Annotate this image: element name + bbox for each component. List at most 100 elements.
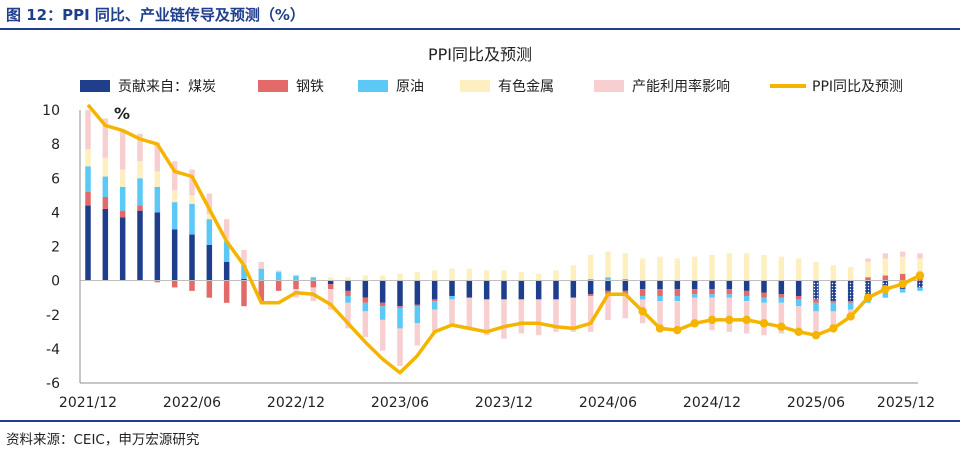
bar-metal [171,190,178,203]
source-note: 资料来源：CEIC，申万宏源研究 [6,432,200,448]
ppi-point-marker [638,307,647,316]
bar-metal [778,256,785,281]
bar-capacity [414,323,421,346]
bar-oil [917,287,923,291]
bar-coal-forecast-pattern [865,280,871,298]
bar-metal [726,253,733,281]
bar-metal [709,255,715,281]
x-tick-label: 2025/06 [787,395,845,411]
x-tick-label: 2023/06 [371,395,429,411]
bar-capacity [761,302,767,336]
x-tick-label: 2021/12 [59,395,117,411]
bar-oil [431,301,438,310]
bar-oil [674,295,681,302]
bar-coal [119,217,126,281]
legend-label-metal: 有色金属 [498,78,554,95]
bar-steel [293,280,299,290]
bar-capacity [362,311,369,337]
bar-steel [899,273,906,281]
legend-swatch-metal [460,80,490,92]
bar-metal [414,272,421,281]
bar-capacity [865,258,871,262]
y-tick-label: -2 [46,308,60,324]
bar-capacity [379,319,386,351]
legend-label-steel: 钢铁 [296,79,324,95]
x-tick-label: 2025/12 [877,395,935,411]
bar-steel [189,280,195,291]
bar-capacity [327,289,334,310]
bar-metal [102,157,109,177]
bar-metal [830,265,837,281]
bar-coal-forecast-pattern [813,280,819,300]
bar-coal [674,280,681,290]
bar-oil [899,289,906,293]
bar-oil [882,292,889,298]
x-tick-label: 2022/12 [267,395,325,411]
bar-metal [657,256,663,281]
bar-steel [674,289,681,296]
bar-capacity [917,253,923,259]
bar-coal [587,280,594,295]
bar-metal [362,275,369,281]
bar-coal [85,205,91,281]
ppi-point-marker [881,284,890,294]
bar-oil [830,302,837,312]
bar-steel [137,205,143,211]
bar-coal [709,280,715,290]
bar-steel [414,304,421,307]
bar-capacity [189,169,195,196]
bar-metal [847,266,854,281]
y-tick-label: 0 [51,274,60,290]
bar-steel [362,297,369,303]
bar-coal [605,280,611,291]
bar-steel [85,191,91,206]
bar-metal [605,251,611,278]
bar-oil [275,272,282,281]
ppi-point-marker [794,327,803,337]
chart-title: PPI同比及预测 [428,45,532,64]
legend-label-capacity: 产能利用率影响 [632,78,730,95]
bar-capacity [882,253,889,259]
bar-oil [414,306,421,324]
bar-metal [587,255,594,279]
bar-oil [154,186,161,213]
bar-steel [587,294,594,296]
bar-metal [795,258,802,281]
bar-steel [223,280,230,303]
bar-capacity [154,142,161,172]
bar-oil [709,294,715,298]
bar-capacity [206,193,213,215]
legend-swatch-coal [80,80,110,92]
bar-coal [154,212,161,281]
ppi-point-marker [898,279,907,289]
bar-oil [605,277,611,281]
bar-oil [189,203,195,235]
y-tick-label: 6 [51,171,60,187]
ppi-point-marker [811,331,821,340]
bar-oil [206,219,213,245]
bar-coal [570,280,577,298]
bar-metal [501,270,507,281]
bar-metal [813,261,819,281]
y-tick-label: 10 [42,103,60,119]
bar-capacity [778,302,785,334]
bar-capacity [137,133,143,162]
bar-oil [743,295,750,302]
bar-steel [743,290,750,296]
bar-coal [431,280,438,300]
bar-coal [102,208,109,281]
bar-oil [847,302,854,310]
bar-capacity [674,301,681,331]
bar-coal [795,280,802,296]
bar-steel [327,284,334,290]
x-tick-label: 2023/12 [475,395,533,411]
bar-metal [674,258,681,281]
ppi-point-marker [673,325,682,335]
bar-metal [466,268,473,281]
bar-steel [275,280,282,291]
x-tick-label: 2024/06 [579,395,637,411]
bar-steel [657,289,663,296]
bar-oil [171,202,178,230]
bar-metal [899,256,906,274]
ppi-point-marker [915,271,925,280]
